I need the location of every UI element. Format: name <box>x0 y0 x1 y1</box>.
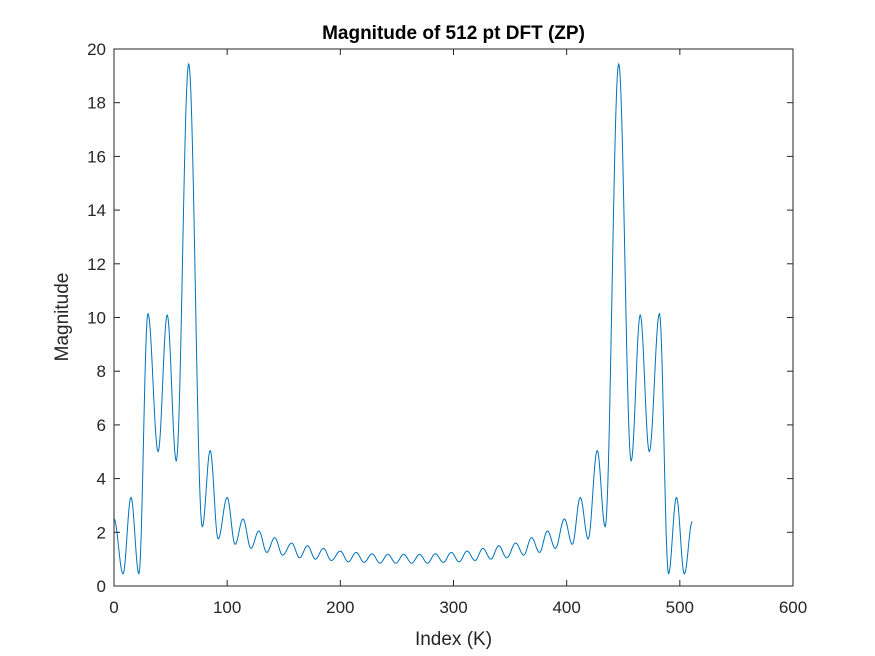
y-tick-label: 10 <box>87 309 106 328</box>
x-tick-label: 500 <box>666 598 694 617</box>
y-tick-label: 4 <box>97 470 106 489</box>
x-tick-label: 0 <box>109 598 118 617</box>
y-tick-label: 8 <box>97 362 106 381</box>
x-tick-label: 100 <box>213 598 241 617</box>
y-tick-label: 0 <box>97 577 106 596</box>
x-axis-title: Index (K) <box>415 629 492 650</box>
y-tick-label: 2 <box>97 523 106 542</box>
x-tick-label: 600 <box>779 598 807 617</box>
y-tick-label: 18 <box>87 94 106 113</box>
x-tick-label: 400 <box>552 598 580 617</box>
x-tick-label: 300 <box>439 598 467 617</box>
series-line-0 <box>113 63 693 575</box>
y-tick-label: 6 <box>97 416 106 435</box>
y-tick-label: 20 <box>87 40 106 59</box>
chart-title: Magnitude of 512 pt DFT (ZP) <box>322 23 585 44</box>
y-tick-label: 12 <box>87 255 106 274</box>
plot-area <box>114 49 793 586</box>
y-axis-title: Magnitude <box>52 273 73 362</box>
tick-layer: 0 100 200 300 400 500 600 0 2 4 6 8 10 12 14 16 18 20 <box>87 40 807 617</box>
y-tick-label: 16 <box>87 147 106 166</box>
y-tick-label: 14 <box>87 201 106 220</box>
x-tick-label: 200 <box>326 598 354 617</box>
data-layer <box>113 63 693 575</box>
